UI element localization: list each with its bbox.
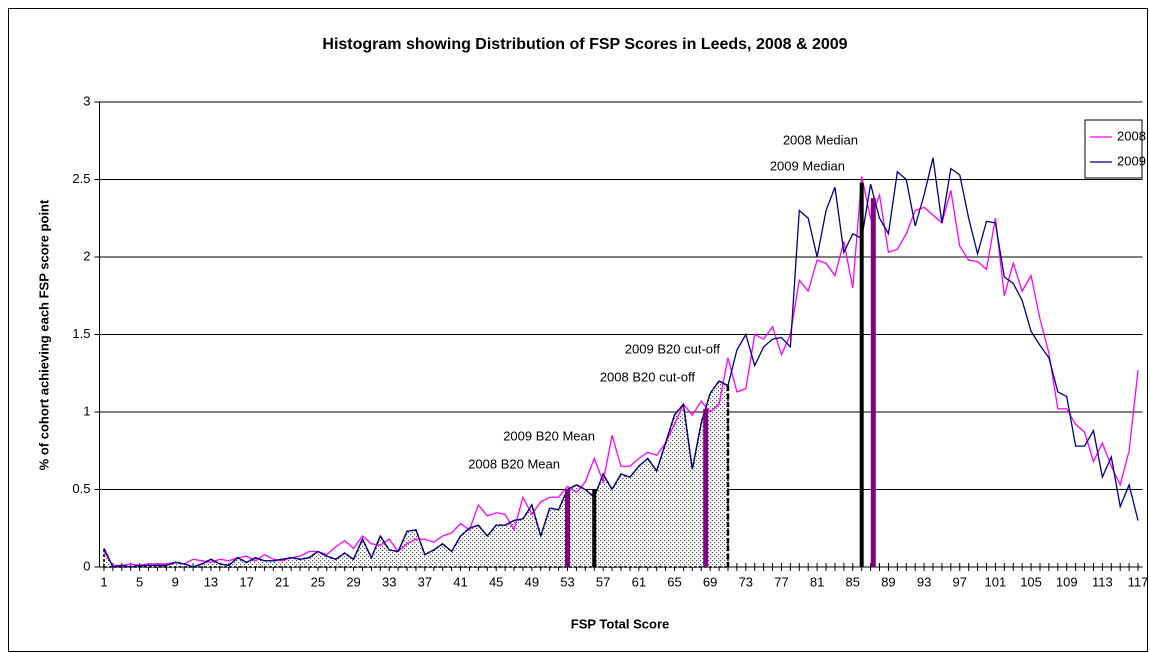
x-tick-label: 117 bbox=[1128, 574, 1149, 589]
x-tick-label: 17 bbox=[239, 574, 253, 589]
chart-title: Histogram showing Distribution of FSP Sc… bbox=[322, 36, 847, 53]
legend-box bbox=[1084, 119, 1143, 179]
x-tick-label: 93 bbox=[917, 574, 931, 589]
x-tick-label: 57 bbox=[596, 574, 610, 589]
x-tick-label: 89 bbox=[881, 574, 895, 589]
x-tick-label: 73 bbox=[739, 574, 753, 589]
x-tick-label: 101 bbox=[985, 574, 1007, 589]
x-tick-label: 5 bbox=[136, 574, 143, 589]
annotation-label: 2009 B20 Mean bbox=[503, 428, 595, 443]
annotation-label: 2008 Median bbox=[783, 132, 858, 147]
x-axis-label: FSP Total Score bbox=[571, 616, 670, 631]
x-tick-label: 69 bbox=[703, 574, 717, 589]
y-tick-label: 0.5 bbox=[72, 481, 90, 496]
x-tick-label: 77 bbox=[774, 574, 788, 589]
x-tick-label: 49 bbox=[525, 574, 539, 589]
annotation-label: 2008 B20 cut-off bbox=[600, 369, 696, 384]
y-tick-label: 1.5 bbox=[72, 326, 90, 341]
legend-label: 2009 bbox=[1117, 153, 1146, 168]
y-tick-label: 2 bbox=[83, 248, 90, 263]
series-line bbox=[103, 157, 1139, 568]
x-tick-label: 105 bbox=[1020, 574, 1042, 589]
y-tick-label: 2.5 bbox=[72, 171, 90, 186]
x-tick-label: 53 bbox=[560, 574, 574, 589]
y-tick-label: 3 bbox=[83, 93, 90, 108]
x-tick-label: 81 bbox=[810, 574, 824, 589]
x-tick-label: 37 bbox=[418, 574, 432, 589]
x-tick-label: 33 bbox=[382, 574, 396, 589]
y-tick-label: 1 bbox=[83, 403, 90, 418]
x-tick-label: 9 bbox=[172, 574, 179, 589]
x-tick-label: 45 bbox=[489, 574, 503, 589]
x-tick-label: 13 bbox=[204, 574, 218, 589]
y-axis-label: % of cohort achieving each FSP score poi… bbox=[36, 199, 51, 470]
x-tick-label: 1 bbox=[100, 574, 107, 589]
x-tick-label: 29 bbox=[346, 574, 360, 589]
x-tick-label: 65 bbox=[667, 574, 681, 589]
x-tick-label: 61 bbox=[632, 574, 646, 589]
x-tick-label: 41 bbox=[453, 574, 467, 589]
annotation-label: 2009 Median bbox=[770, 158, 845, 173]
x-tick-label: 85 bbox=[846, 574, 860, 589]
legend-label: 2008 bbox=[1117, 128, 1146, 143]
annotation-label: 2008 B20 Mean bbox=[468, 456, 560, 471]
y-tick-label: 0 bbox=[83, 558, 90, 573]
x-tick-label: 21 bbox=[275, 574, 289, 589]
x-tick-label: 109 bbox=[1056, 574, 1078, 589]
x-tick-label: 97 bbox=[953, 574, 967, 589]
x-tick-label: 25 bbox=[311, 574, 325, 589]
annotation-label: 2009 B20 cut-off bbox=[625, 341, 721, 356]
x-tick-label: 113 bbox=[1092, 574, 1113, 589]
